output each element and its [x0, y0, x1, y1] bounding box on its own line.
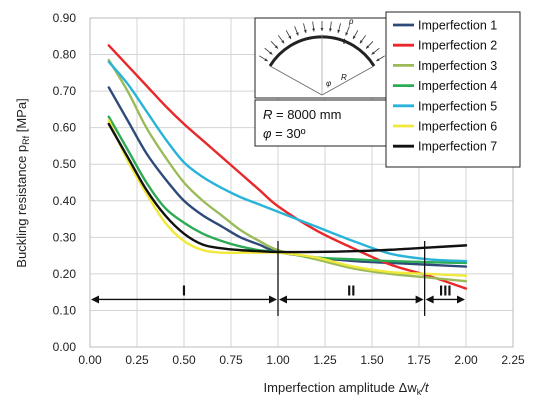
region-arrowhead-left-3 [425, 295, 434, 304]
x-axis-label-main: Imperfection amplitude Δw [264, 380, 418, 395]
radius-right [321, 65, 375, 96]
y-tick-1: 0.10 [53, 303, 77, 317]
param-radius-var: R [263, 107, 272, 122]
legend-label-4: Imperfection 4 [418, 79, 497, 93]
series-group [107, 44, 468, 290]
radius-left [269, 65, 323, 96]
pressure-arrowhead-2 [274, 45, 278, 49]
x-tick-0: 0.00 [78, 353, 102, 367]
parameter-frame [254, 99, 387, 147]
x-tick-7: 1.75 [407, 353, 431, 367]
region-arrowhead-left-2 [279, 295, 287, 304]
param-radius: R = 8000 mm [263, 107, 341, 122]
pressure-arrowhead-11 [345, 32, 349, 36]
y-tick-7: 0.70 [53, 84, 77, 98]
inset-phi-label: φ [326, 79, 331, 88]
y-axis-label-main: Buckling resistance p [14, 145, 29, 268]
legend-label-6: Imperfection 6 [418, 120, 497, 134]
param-angle: φ = 30º [263, 126, 306, 141]
x-axis-label-sub: k [417, 387, 422, 397]
region-annotations: I II III [91, 240, 465, 316]
legend-label-2: Imperfection 2 [418, 39, 497, 53]
pressure-arrowhead-16 [376, 58, 380, 62]
region-arrowhead-right-2 [415, 295, 424, 304]
pressure-arrowhead-3 [281, 40, 285, 44]
pressure-arrowhead-1 [269, 51, 273, 55]
inset-r-label: R [341, 73, 347, 82]
x-tick-3: 0.75 [219, 353, 243, 367]
y-tick-0: 0.00 [53, 340, 77, 354]
region-label-1: I [182, 282, 186, 299]
region-arrowhead-right-1 [269, 295, 277, 304]
pressure-arrows [259, 21, 385, 62]
region-label-2: II [347, 282, 355, 299]
pressure-arrowhead-9 [328, 28, 332, 32]
y-tick-3: 0.30 [53, 230, 77, 244]
pressure-arrowhead-5 [295, 32, 299, 36]
pressure-arrowhead-6 [303, 29, 307, 34]
pressure-arrowhead-8 [320, 28, 324, 31]
legend-label-5: Imperfection 5 [418, 99, 497, 113]
region-arrowhead-right-3 [457, 295, 465, 304]
series-line-1 [107, 86, 468, 268]
param-angle-value: = 30º [271, 126, 305, 141]
series-line-4 [107, 115, 468, 265]
series-line-6 [107, 119, 468, 277]
legend-label-3: Imperfection 3 [418, 59, 497, 73]
region-arrowhead-left-1 [91, 295, 99, 304]
legend-items: Imperfection 1 Imperfection 2 Imperfection… [393, 19, 497, 154]
legend-label-1: Imperfection 1 [418, 19, 497, 33]
x-tick-labels: 0.00 0.25 0.50 0.75 1.00 1.25 1.50 1.75 2.00 2.25 [78, 353, 525, 367]
region-label-3: III [439, 282, 452, 299]
pressure-arrowhead-10 [337, 29, 341, 34]
y-axis-label: Buckling resistance pRf [MPa] [14, 98, 31, 267]
pressure-arrowhead-7 [312, 28, 316, 32]
y-tick-5: 0.50 [53, 157, 77, 171]
y-tick-8: 0.80 [53, 48, 77, 62]
x-tick-1: 0.25 [125, 353, 149, 367]
pressure-arrowhead-13 [359, 40, 363, 44]
pressure-arrowhead-12 [353, 35, 356, 40]
pressure-arrowhead-0 [264, 58, 268, 62]
inset-t-label: t [343, 37, 346, 46]
y-tick-4: 0.40 [53, 194, 77, 208]
legend-frame [385, 11, 521, 168]
series-line-7 [107, 122, 468, 254]
y-axis-label-tail: [MPa] [14, 98, 29, 136]
x-tick-2: 0.50 [172, 353, 196, 367]
x-axis-label: Imperfection amplitude Δwk/t [264, 380, 430, 397]
x-tick-5: 1.25 [313, 353, 337, 367]
y-tick-6: 0.60 [53, 121, 77, 135]
pressure-arrowhead-4 [288, 35, 291, 40]
x-tick-9: 2.25 [501, 353, 525, 367]
series-line-3 [107, 58, 468, 283]
pressure-arrowhead-14 [366, 45, 370, 49]
pressure-arrowhead-15 [371, 51, 375, 55]
y-axis-label-sub: Rf [21, 135, 31, 144]
parameter-box: R = 8000 mm φ = 30º [254, 99, 387, 147]
x-tick-4: 1.00 [266, 353, 290, 367]
x-tick-6: 1.50 [360, 353, 384, 367]
y-tick-9: 0.90 [53, 11, 77, 25]
x-tick-8: 2.00 [454, 353, 478, 367]
param-angle-var: φ [263, 126, 272, 141]
y-tick-labels: 0.00 0.10 0.20 0.30 0.40 0.50 0.60 0.70 0.80 0.90 [53, 11, 77, 354]
y-tick-2: 0.20 [53, 267, 77, 281]
param-radius-value: = 8000 mm [272, 107, 341, 122]
legend-label-7: Imperfection 7 [418, 140, 497, 154]
inset-diagram: p t R φ [254, 17, 387, 99]
legend: Imperfection 1 Imperfection 2 Imperfection… [385, 11, 521, 168]
inset-p-label: p [348, 17, 354, 26]
x-axis-label-tail: /t [420, 380, 430, 395]
